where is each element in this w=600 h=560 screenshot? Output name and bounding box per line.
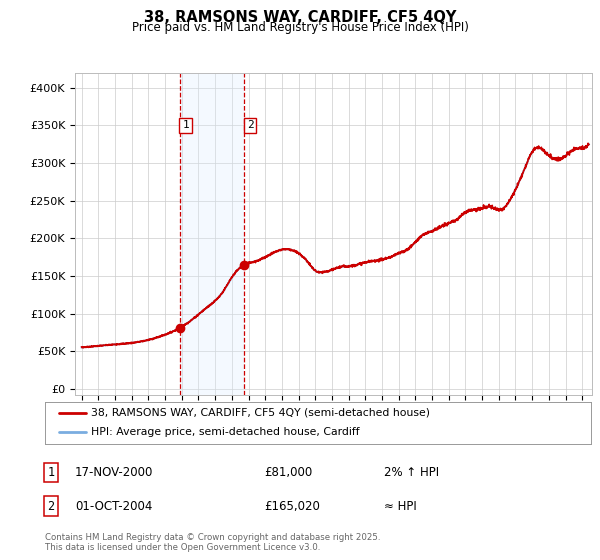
Text: £81,000: £81,000 [264, 466, 312, 479]
Text: 38, RAMSONS WAY, CARDIFF, CF5 4QY: 38, RAMSONS WAY, CARDIFF, CF5 4QY [144, 10, 456, 25]
Text: 17-NOV-2000: 17-NOV-2000 [75, 466, 154, 479]
Text: 01-OCT-2004: 01-OCT-2004 [75, 500, 152, 513]
Text: 1: 1 [47, 466, 55, 479]
Text: ≈ HPI: ≈ HPI [384, 500, 417, 513]
Text: 2% ↑ HPI: 2% ↑ HPI [384, 466, 439, 479]
Text: This data is licensed under the Open Government Licence v3.0.: This data is licensed under the Open Gov… [45, 543, 320, 552]
Bar [180, 73, 244, 395]
Text: 1: 1 [182, 120, 189, 130]
Text: 2: 2 [247, 120, 254, 130]
Text: Price paid vs. HM Land Registry's House Price Index (HPI): Price paid vs. HM Land Registry's House … [131, 21, 469, 34]
Text: £165,020: £165,020 [264, 500, 320, 513]
Text: HPI: Average price, semi-detached house, Cardiff: HPI: Average price, semi-detached house,… [91, 427, 360, 437]
Text: Contains HM Land Registry data © Crown copyright and database right 2025.: Contains HM Land Registry data © Crown c… [45, 533, 380, 542]
Text: 38, RAMSONS WAY, CARDIFF, CF5 4QY (semi-detached house): 38, RAMSONS WAY, CARDIFF, CF5 4QY (semi-… [91, 408, 430, 418]
Text: 2: 2 [47, 500, 55, 513]
